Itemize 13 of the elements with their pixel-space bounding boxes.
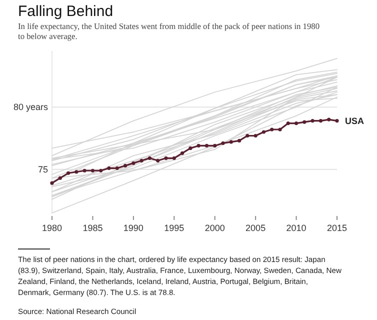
chart-subtitle: In life expectancy, the United States went from middle of the pack of peer nations in 1980 to below average. xyxy=(18,22,320,41)
y-tick-label: 75 xyxy=(38,164,48,174)
x-tick-label: 1980 xyxy=(42,223,62,233)
x-tick-label: 2005 xyxy=(246,223,266,233)
x-tick-label: 2000 xyxy=(204,223,225,233)
y-tick-label: 80 years xyxy=(13,102,48,112)
x-tick-label: 2010 xyxy=(286,223,306,233)
chart-title: Falling Behind xyxy=(18,3,114,20)
x-tick-label: 1995 xyxy=(164,223,184,233)
series-label: USA xyxy=(345,116,364,126)
x-tick-label: 1985 xyxy=(82,223,103,233)
x-tick-label: 2015 xyxy=(326,223,348,233)
x-tick-label: 1990 xyxy=(123,223,144,233)
